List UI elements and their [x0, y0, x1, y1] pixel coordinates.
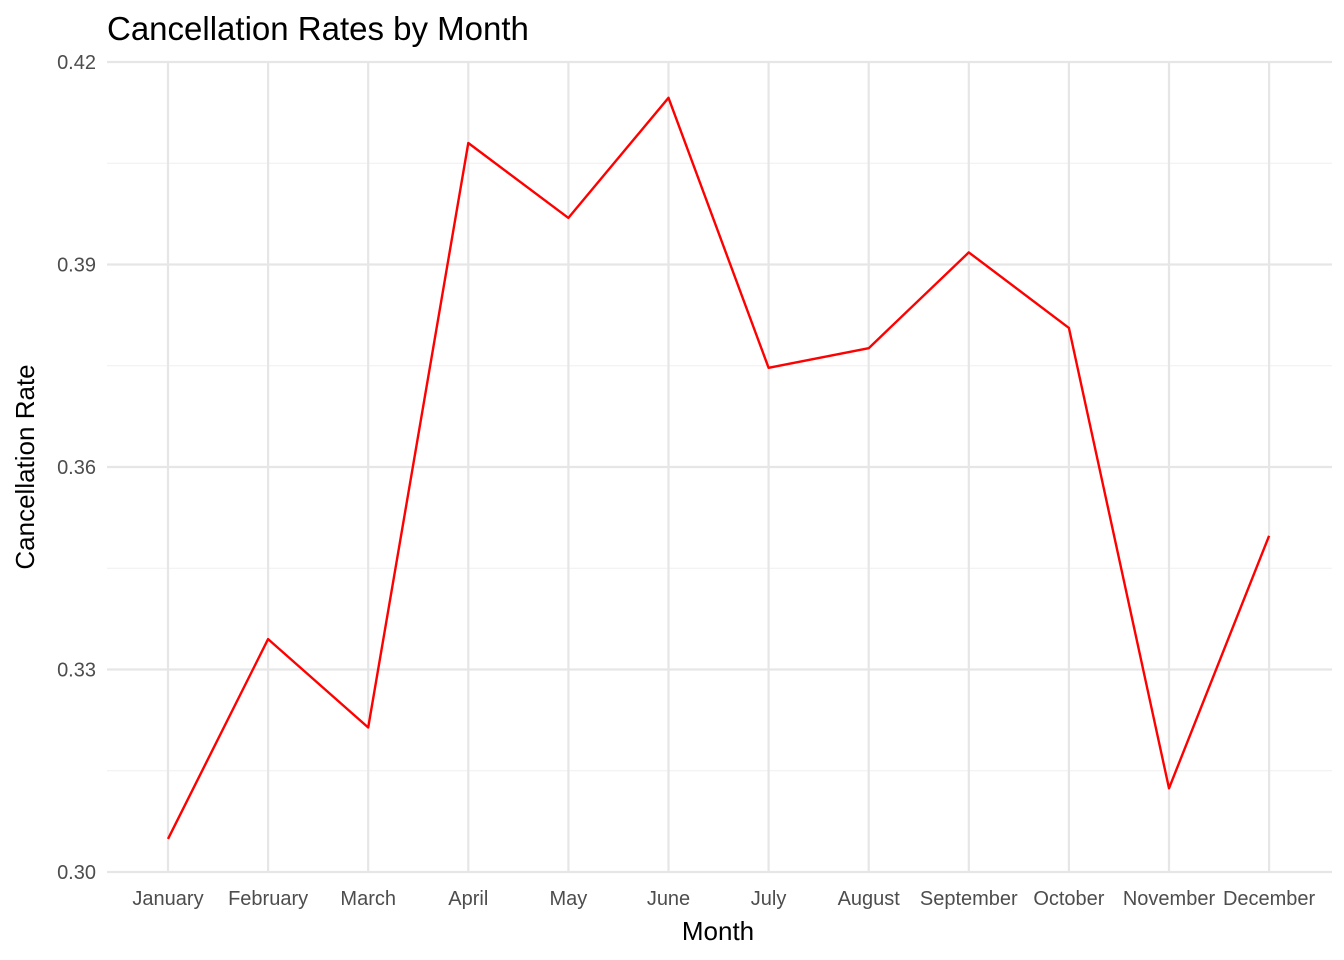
y-tick-label: 0.36 [57, 457, 96, 479]
x-tick-label: May [550, 888, 588, 910]
chart-title: Cancellation Rates by Month [107, 10, 529, 47]
x-tick-label: December [1223, 888, 1316, 910]
x-tick-label: October [1033, 888, 1104, 910]
x-tick-label: February [228, 888, 308, 910]
x-tick-label: January [132, 888, 203, 910]
x-tick-label: November [1123, 888, 1216, 910]
y-axis-ticks: 0.30 0.33 0.36 0.39 0.42 [57, 52, 96, 884]
x-axis-ticks: January February March April May June July Augu… [132, 888, 1315, 910]
y-tick-label: 0.39 [57, 255, 96, 277]
series-line [166, 96, 1271, 840]
x-tick-label: March [340, 888, 396, 910]
y-tick-label: 0.42 [57, 52, 96, 74]
grid [107, 60, 1332, 874]
x-tick-label: April [448, 888, 488, 910]
y-tick-label: 0.30 [57, 862, 96, 884]
x-tick-label: June [647, 888, 690, 910]
y-axis-title: Cancellation Rate [10, 364, 40, 569]
y-tick-label: 0.33 [57, 660, 96, 682]
x-tick-label: September [920, 888, 1018, 910]
x-axis-title: Month [682, 916, 754, 946]
series-group [166, 96, 1271, 840]
x-tick-label: August [838, 888, 901, 910]
x-tick-label: July [751, 888, 787, 910]
